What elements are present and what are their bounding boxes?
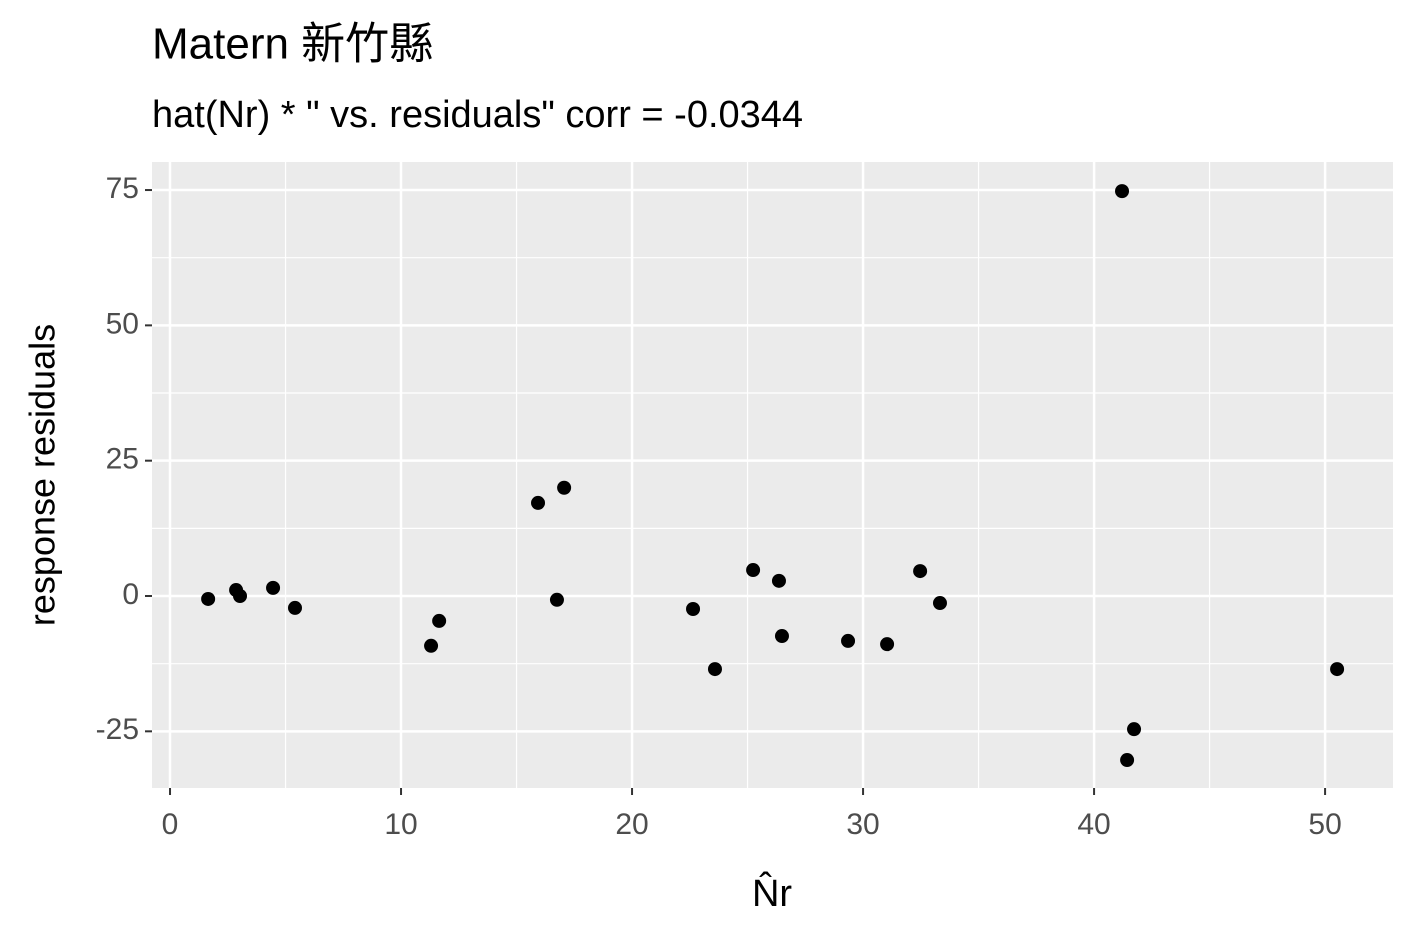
y-tick-label: 50 [106,307,139,340]
point [201,591,216,606]
x-tick-label: 20 [615,808,648,841]
y-tick-label: 25 [106,443,139,476]
x-tick-label: 40 [1077,808,1110,841]
point [932,596,947,611]
point [432,613,447,628]
point [1127,722,1142,737]
x-axis-title: N̂r [752,871,792,915]
x-tick-label: 0 [162,808,179,841]
point [266,580,281,595]
point [686,601,701,616]
y-tick-label: 0 [122,578,139,611]
point [771,573,786,588]
point [531,495,546,510]
y-tick-label: -25 [96,713,139,746]
point [707,662,722,677]
point [880,637,895,652]
point [841,633,856,648]
point [1115,184,1130,199]
point [774,629,789,644]
x-tick-label: 30 [846,808,879,841]
point [557,480,572,495]
x-tick-label: 10 [384,808,417,841]
chart-subtitle: hat(Nr) * " vs. residuals" corr = -0.034… [152,94,803,136]
y-axis-title: response residuals [22,324,63,626]
point [1120,753,1135,768]
point [1330,662,1345,677]
point [287,600,302,615]
point [424,638,439,653]
y-tick-label: 75 [106,172,139,205]
chart-title: Matern 新竹縣 [152,20,433,69]
plot-panel [152,162,1393,788]
point [233,589,248,604]
point [746,563,761,578]
point [913,564,928,579]
point [549,592,564,607]
x-tick-label: 50 [1308,808,1341,841]
